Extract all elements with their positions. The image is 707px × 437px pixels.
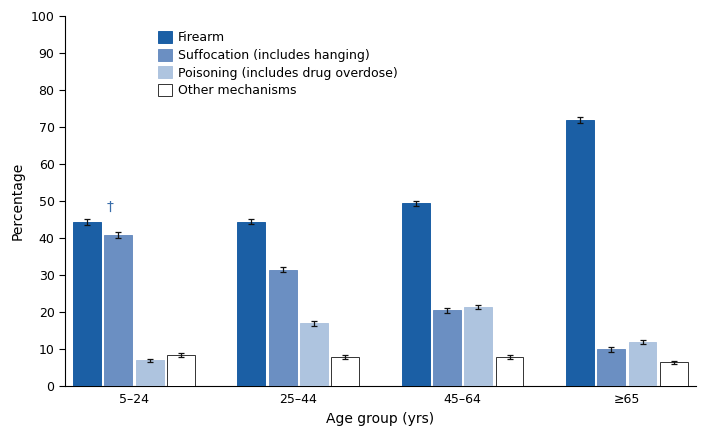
Legend: Firearm, Suffocation (includes hanging), Poisoning (includes drug overdose), Oth: Firearm, Suffocation (includes hanging),… bbox=[153, 26, 403, 102]
Bar bbox=[566, 120, 594, 386]
Bar bbox=[73, 222, 101, 386]
Bar bbox=[238, 222, 265, 386]
Bar bbox=[300, 323, 328, 386]
X-axis label: Age group (yrs): Age group (yrs) bbox=[327, 412, 435, 426]
Bar bbox=[105, 235, 132, 386]
Bar bbox=[332, 357, 359, 386]
Bar bbox=[660, 362, 688, 386]
Bar bbox=[629, 342, 657, 386]
Text: †: † bbox=[107, 200, 113, 214]
Bar bbox=[167, 355, 195, 386]
Bar bbox=[433, 310, 461, 386]
Bar bbox=[597, 349, 625, 386]
Bar bbox=[496, 357, 523, 386]
Bar bbox=[464, 307, 492, 386]
Y-axis label: Percentage: Percentage bbox=[11, 162, 25, 240]
Bar bbox=[269, 270, 297, 386]
Bar bbox=[402, 203, 430, 386]
Bar bbox=[136, 361, 163, 386]
